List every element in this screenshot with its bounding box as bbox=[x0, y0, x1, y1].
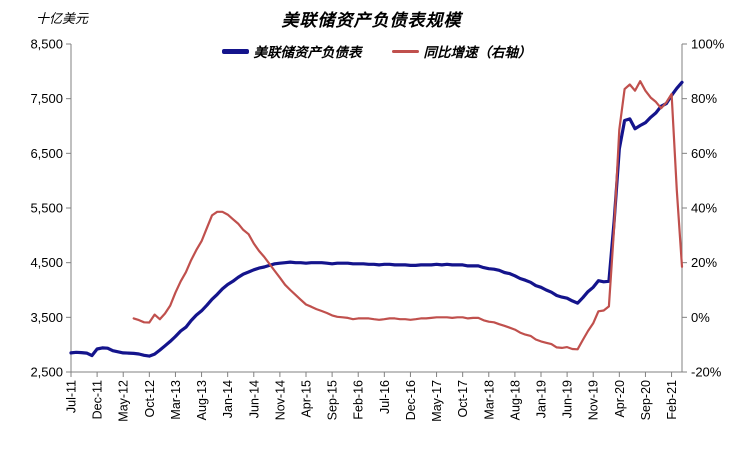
left-axis-tick-label: 6,500 bbox=[30, 146, 63, 161]
left-axis-tick-label: 7,500 bbox=[30, 91, 63, 106]
x-axis-tick-label: Jan-14 bbox=[221, 380, 235, 418]
right-axis-tick-label: 60% bbox=[691, 146, 717, 161]
left-axis-tick-label: 8,500 bbox=[30, 37, 63, 52]
balance-sheet-line bbox=[69, 80, 684, 358]
x-axis-tick-label: Oct-12 bbox=[143, 380, 157, 418]
left-axis-tick-label: 2,500 bbox=[30, 365, 63, 380]
right-axis-tick-label: 100% bbox=[691, 37, 725, 52]
x-axis-tick-label: Sep-15 bbox=[326, 380, 340, 420]
x-axis-tick-label: May-12 bbox=[117, 380, 131, 422]
yoy-growth-line bbox=[132, 80, 684, 351]
right-axis-tick-label: 40% bbox=[691, 201, 717, 216]
x-axis-tick-label: Sep-20 bbox=[639, 380, 653, 420]
right-axis-tick-label: 0% bbox=[691, 310, 710, 325]
legend-label-yoy-growth: 同比增速（右轴） bbox=[423, 45, 532, 60]
x-axis-tick-label: Dec-16 bbox=[404, 380, 418, 420]
x-axis-tick-label: May-17 bbox=[430, 380, 444, 422]
x-axis-tick-label: Apr-15 bbox=[300, 380, 314, 418]
x-axis-tick-label: Aug-18 bbox=[508, 380, 522, 420]
x-axis-tick-label: Nov-19 bbox=[587, 380, 601, 420]
x-axis-tick-label: Dec-11 bbox=[91, 380, 105, 419]
left-axis-tick-label: 4,500 bbox=[30, 255, 63, 270]
right-axis-ticks: 100% 80% 60% 40% 20% 0% -20% bbox=[682, 37, 725, 380]
x-axis-tick-label: Mar-18 bbox=[482, 380, 496, 420]
x-axis-tick-label: Jul-11 bbox=[65, 380, 79, 413]
right-axis-tick-label: 80% bbox=[691, 91, 717, 106]
legend-item-balance-sheet: 美联储资产负债表 bbox=[221, 41, 362, 61]
yoy-line-swatch bbox=[391, 49, 419, 53]
axes bbox=[70, 44, 683, 373]
legend-label-balance-sheet: 美联储资产负债表 bbox=[253, 45, 362, 60]
chart-legend: 美联储资产负债表 同比增速（右轴） bbox=[71, 41, 682, 61]
left-axis-tick-label: 3,500 bbox=[30, 310, 63, 325]
right-axis-tick-label: 20% bbox=[691, 255, 717, 270]
left-axis-tick-label: 5,500 bbox=[30, 201, 63, 216]
x-axis-tick-label: Apr-20 bbox=[613, 380, 627, 418]
right-axis-tick-label: -20% bbox=[691, 365, 722, 380]
left-axis-ticks: 8,500 7,500 6,500 5,500 4,500 3,500 2,500 bbox=[30, 37, 71, 380]
x-axis-tick-label: Aug-13 bbox=[195, 380, 209, 420]
x-axis-tick-label: Jun-14 bbox=[247, 380, 261, 418]
chart-title: 美联储资产负债表规模 bbox=[281, 11, 462, 30]
balance-sheet-line-swatch bbox=[221, 48, 249, 54]
x-axis-tick-label: Feb-16 bbox=[352, 380, 366, 420]
legend-item-yoy-growth: 同比增速（右轴） bbox=[391, 41, 532, 61]
x-axis-tick-label: Feb-21 bbox=[665, 380, 679, 420]
x-axis-tick-label: Nov-14 bbox=[273, 380, 287, 420]
x-axis-ticks: Jul-11 Dec-11 May-12 Oct-12 Mar-13 Aug-13 Jan-… bbox=[65, 372, 679, 422]
x-axis-tick-label: Mar-13 bbox=[169, 380, 183, 420]
x-axis-tick-label: Jan-19 bbox=[535, 380, 549, 418]
x-axis-tick-label: Jul-16 bbox=[378, 380, 392, 414]
x-axis-tick-label: Jun-19 bbox=[561, 380, 575, 418]
left-axis-unit-label: 十亿美元 bbox=[36, 11, 89, 26]
x-axis-tick-label: Oct-17 bbox=[456, 380, 470, 418]
